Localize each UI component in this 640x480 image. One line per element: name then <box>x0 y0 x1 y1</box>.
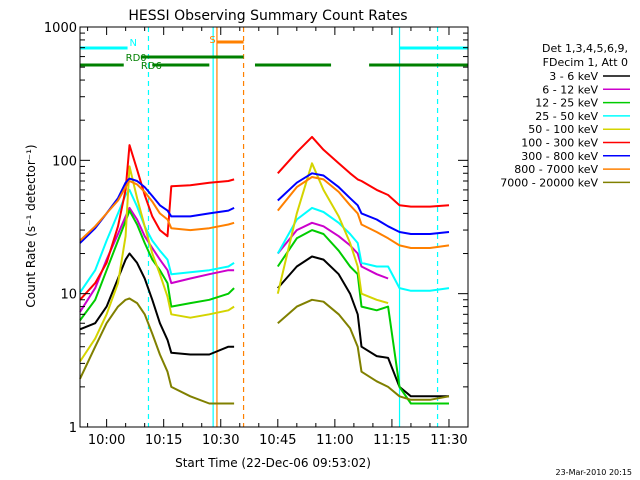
series-line-3 <box>79 188 450 294</box>
legend-label-0: 3 - 6 keV <box>549 70 598 83</box>
timestamp: 23-Mar-2010 20:15 <box>556 468 633 477</box>
series-line-0 <box>79 252 449 398</box>
legend-label-6: 300 - 800 keV <box>521 150 598 163</box>
x-axis-label: Start Time (22-Dec-06 09:53:02) <box>175 456 371 470</box>
x-tick-label-0: 10:00 <box>88 433 125 448</box>
series-line-7 <box>79 176 450 249</box>
flag-label-rd0: RD0 <box>126 53 147 64</box>
legend-label-1: 6 - 12 keV <box>542 83 598 96</box>
legend-label-3: 25 - 50 keV <box>535 110 598 123</box>
legend-header-line2: FDecim 1, Att 0 <box>543 56 628 69</box>
legend-label-7: 800 - 7000 keV <box>514 163 598 176</box>
legend: Det 1,3,4,5,6,9, FDecim 1, Att 0 3 - 6 k… <box>500 42 630 189</box>
legend-label-4: 50 - 100 keV <box>528 123 598 136</box>
x-tick-label-6: 11:30 <box>430 433 467 448</box>
series-line-8 <box>79 297 450 405</box>
x-tick-label-2: 10:30 <box>202 433 239 448</box>
flag-label-s: S <box>209 35 215 46</box>
plot-frame <box>79 26 469 428</box>
y-tick-label-3: 1000 <box>44 21 77 36</box>
x-tick-label-1: 10:15 <box>145 433 182 448</box>
y-tick-label-2: 100 <box>52 154 77 169</box>
x-tick-label-4: 11:00 <box>316 433 353 448</box>
series-line-2 <box>79 209 449 405</box>
chart-title: HESSI Observing Summary Count Rates <box>128 8 407 24</box>
legend-header-line1: Det 1,3,4,5,6,9, <box>542 42 628 55</box>
flag-label-n: N <box>129 38 136 49</box>
x-tick-label-3: 10:45 <box>259 433 296 448</box>
series-line-4 <box>79 162 389 363</box>
legend-label-2: 12 - 25 keV <box>535 97 598 110</box>
flag-label-rd6: RD6 <box>141 61 162 72</box>
y-tick-label-1: 10 <box>60 288 77 303</box>
legend-label-5: 100 - 300 keV <box>521 137 598 150</box>
legend-label-8: 7000 - 20000 keV <box>500 176 598 189</box>
y-axis-label: Count Rate (s⁻¹ detector⁻¹) <box>24 144 38 307</box>
y-tick-label-0: 1 <box>69 421 77 436</box>
x-tick-label-5: 11:15 <box>373 433 410 448</box>
series-line-5 <box>79 135 450 301</box>
